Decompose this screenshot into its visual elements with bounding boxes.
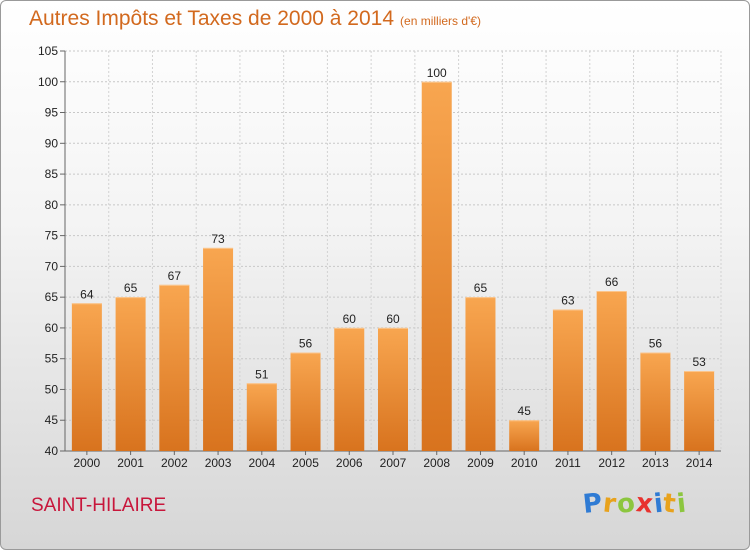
x-tick-label: 2008 [423,456,450,470]
logo-letter: i [675,488,689,520]
proxiti-logo[interactable]: Proxiti [581,488,689,520]
bar [71,303,102,451]
x-tick-label: 2002 [161,456,188,470]
y-tick-label: 65 [45,290,59,304]
x-tick-label: 2006 [336,456,363,470]
bar-value-label: 67 [168,269,182,283]
bar [334,327,365,451]
x-tick-label: 2001 [117,456,144,470]
y-tick-label: 105 [38,44,58,58]
place-name: SAINT-HILAIRE [31,495,167,516]
bar [115,297,146,451]
bar-value-label: 60 [343,312,357,326]
bar-value-label: 60 [386,312,400,326]
y-tick-label: 100 [38,75,58,89]
bar [290,352,321,451]
bar-value-label: 53 [692,355,706,369]
y-tick-label: 80 [45,198,59,212]
y-tick-label: 50 [45,382,59,396]
bar [203,247,234,451]
bar [159,284,190,451]
bar [640,352,671,451]
x-tick-label: 2014 [686,456,713,470]
bar-value-label: 56 [649,337,663,351]
chart-title-line: Autres Impôts et Taxes de 2000 à 2014 (en… [29,7,481,31]
x-tick-label: 2000 [74,456,101,470]
bar [378,327,408,451]
chart-subtitle: (en milliers d'€) [400,14,482,28]
y-tick-label: 45 [45,413,59,427]
x-tick-label: 2007 [380,456,407,470]
bar-value-label: 45 [518,404,532,418]
y-tick-label: 85 [45,167,59,181]
y-tick-label: 95 [45,106,59,120]
x-tick-labels: 2000 2001 2002 2003 2004 2005 2006 2007 2008 2009… [74,456,713,470]
bar [684,371,715,451]
y-tick-label: 55 [45,352,59,366]
bar [552,309,583,451]
bar-value-label: 51 [255,367,269,381]
bar-value-labels: 64 65 67 73 51 56 60 60 100 65 45 63 66 56 53 [80,66,706,418]
bar-value-label: 63 [561,293,575,307]
bars [71,81,715,452]
bar [246,383,277,451]
x-tick-label: 2012 [598,456,625,470]
bar [509,420,540,451]
bar [596,291,627,451]
x-tick-label: 2013 [642,456,669,470]
x-tick-label: 2004 [248,456,275,470]
y-tick-label: 40 [45,444,59,458]
bar [465,297,496,451]
bar-value-label: 73 [211,232,225,246]
bar-value-label: 65 [474,281,488,295]
x-tick-label: 2009 [467,456,494,470]
y-tick-labels: 40 45 50 55 60 65 70 75 80 85 90 95 100 105 [38,44,58,458]
bar-value-label: 65 [124,281,138,295]
y-tick-label: 75 [45,229,59,243]
x-tick-label: 2003 [205,456,232,470]
bar-value-label: 56 [299,337,313,351]
y-tick-label: 90 [45,136,59,150]
chart-title: Autres Impôts et Taxes de 2000 à 2014 [29,7,395,30]
x-tick-label: 2011 [555,456,581,470]
y-tick-label: 70 [45,259,59,273]
bar-value-label: 64 [80,287,94,301]
y-tick-label: 60 [45,321,59,335]
x-tick-label: 2005 [292,456,319,470]
x-tick-label: 2010 [511,456,538,470]
bar [421,81,452,452]
bar-value-label: 66 [605,275,619,289]
bar-value-label: 100 [427,66,447,80]
